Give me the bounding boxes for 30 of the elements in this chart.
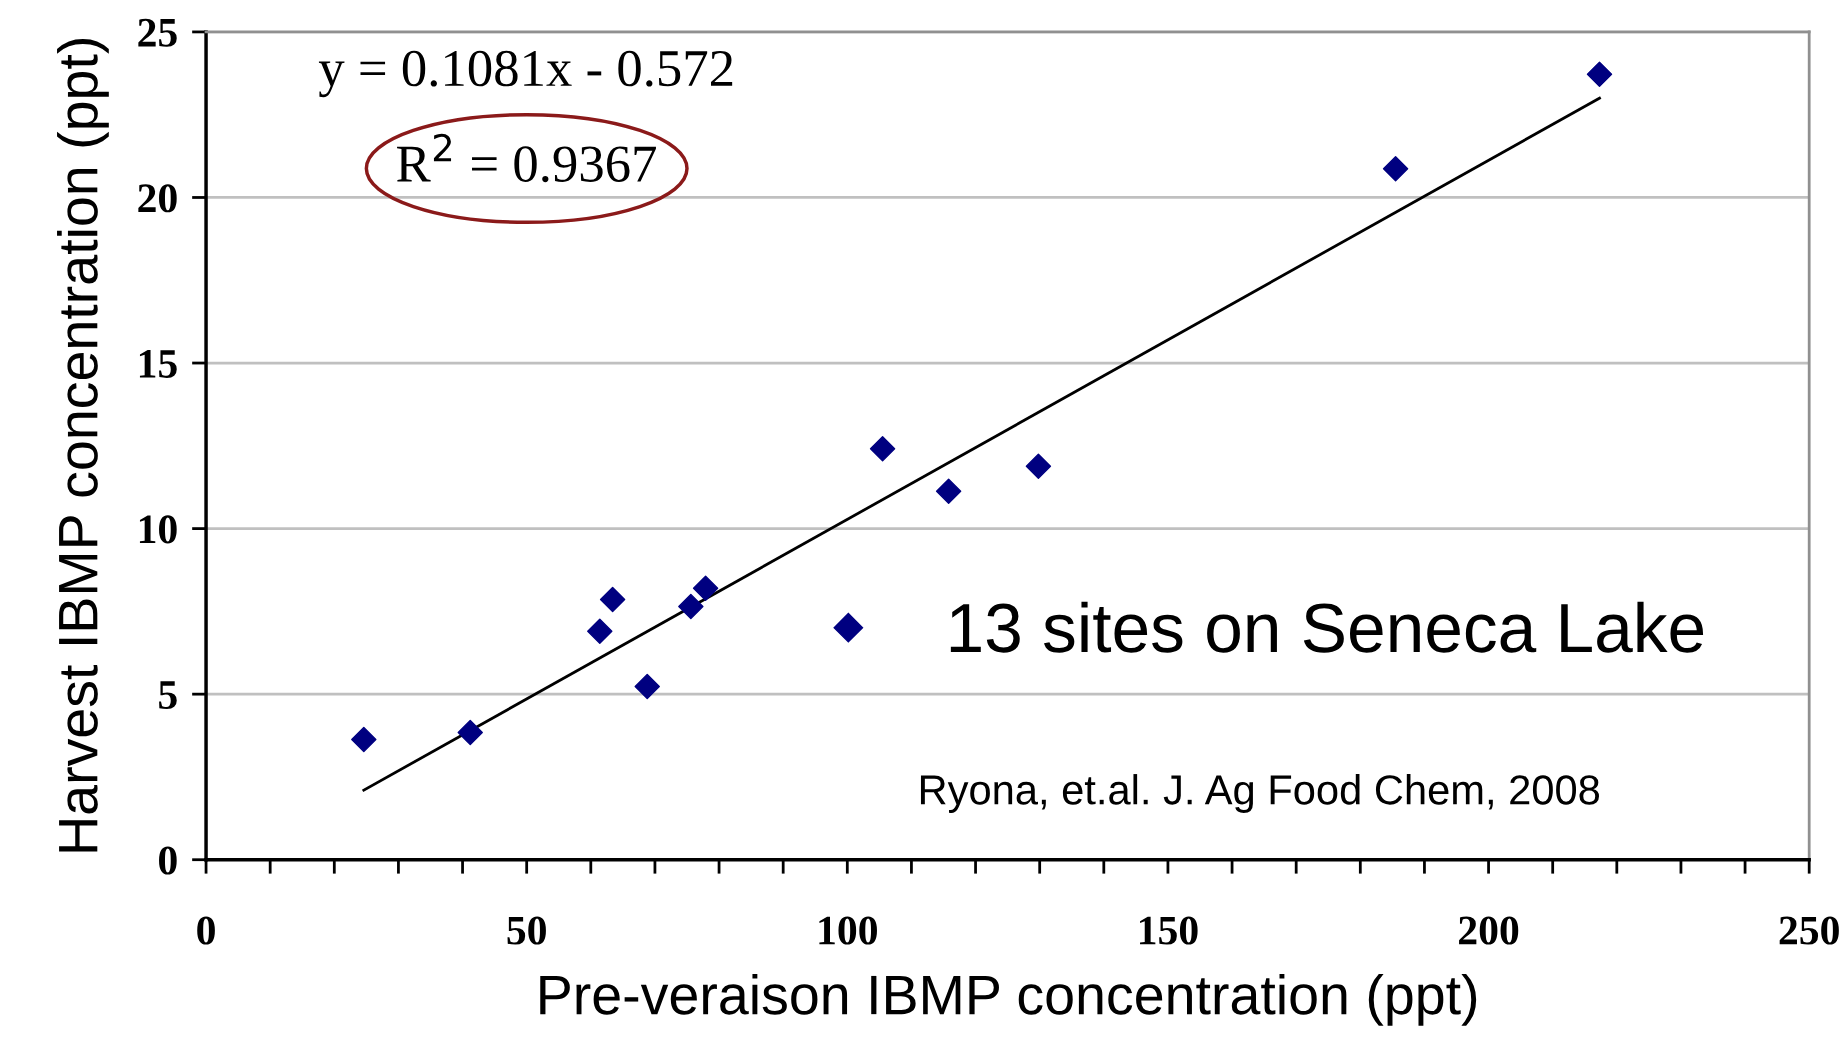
- point: [599, 586, 626, 613]
- legend-label: 13 sites on Seneca Lake: [950, 601, 1704, 653]
- point: [1382, 155, 1409, 182]
- y-tick-label: 10: [139, 515, 177, 544]
- point: [1586, 61, 1613, 88]
- point: [457, 719, 483, 746]
- x-tick-label: 200: [1459, 916, 1519, 945]
- x-tick-label: 50: [507, 916, 546, 945]
- point: [587, 618, 613, 644]
- point: [935, 478, 962, 504]
- point: [351, 726, 377, 753]
- y-tick-label: 15: [139, 349, 177, 378]
- y-tick-label: 5: [159, 681, 177, 710]
- point: [869, 436, 896, 462]
- y-tick-label: 25: [138, 18, 177, 47]
- x-tick-label: 250: [1779, 916, 1839, 945]
- x-axis-title: Pre-veraison IBMP concentration (ppt): [540, 973, 1477, 1026]
- y-tick-label: 0: [159, 846, 177, 875]
- point: [678, 593, 704, 620]
- x-tick-label: 0: [197, 916, 215, 945]
- y-tick-label: 20: [138, 184, 177, 213]
- x-tick-label: 150: [1140, 916, 1198, 945]
- x-tick-label: 100: [819, 916, 877, 945]
- y-axis-title: Harvest IBMP concentration (ppt): [57, 39, 109, 852]
- point: [1025, 453, 1052, 480]
- annotation: R$^{2}$ = 0.9367: [397, 133, 656, 183]
- point: [634, 673, 660, 700]
- annotation: y = 0.1081x - 0.572: [318, 50, 733, 98]
- annotation: Ryona, et.al. J. Ag Food Chem, 2008: [920, 774, 1600, 813]
- point: [692, 575, 719, 601]
